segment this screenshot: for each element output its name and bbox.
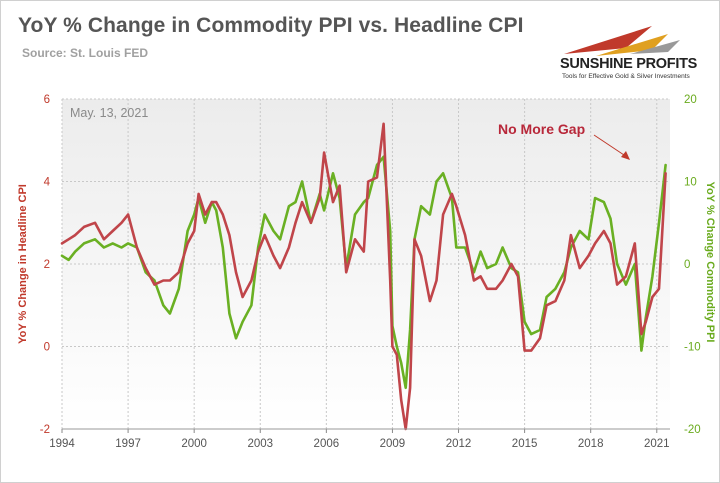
x-tick-label: 2000	[181, 438, 207, 450]
y-right-tick-label: 20	[684, 94, 697, 106]
y-left-tick-label: 0	[44, 342, 50, 354]
series-layer	[60, 122, 667, 431]
y-axis-right-label: YoY % Change Commodity PPI	[704, 182, 716, 343]
x-tick-label: 2018	[578, 438, 604, 450]
y-left-tick-label: -2	[40, 424, 50, 436]
x-tick-label: 2003	[247, 438, 273, 450]
logo-tagline: Tools for Effective Gold & Silver Invest…	[562, 73, 690, 80]
x-tick-label: 1994	[49, 438, 75, 450]
y-left-tick-label: 4	[44, 177, 51, 189]
date-label: May. 13, 2021	[70, 106, 148, 120]
sunshine-profits-logo-icon	[564, 26, 680, 56]
x-tick-label: 2009	[380, 438, 406, 450]
y-right-tick-label: 0	[684, 259, 690, 271]
series-line-cpi	[60, 122, 667, 431]
y-right-tick-label: -10	[684, 342, 701, 354]
chart-title: YoY % Change in Commodity PPI vs. Headli…	[18, 14, 524, 37]
chart-source: Source: St. Louis FED	[22, 46, 149, 60]
y-left-tick-label: 6	[44, 94, 50, 106]
x-tick-label: 2006	[314, 438, 340, 450]
y-axis-left-label: YoY % Change in Headline CPI	[17, 184, 29, 344]
y-left-tick-label: 2	[44, 259, 50, 271]
annotation-no-more-gap: No More Gap	[498, 121, 585, 137]
x-tick-label: 2012	[446, 438, 472, 450]
x-tick-label: 2021	[644, 438, 670, 450]
x-tick-label: 1997	[115, 438, 141, 450]
y-right-tick-label: 10	[684, 177, 697, 189]
x-tick-label: 2015	[512, 438, 538, 450]
y-right-tick-label: -20	[684, 424, 701, 436]
annotation-arrow	[593, 134, 630, 160]
logo-name: SUNSHINE PROFITS	[560, 56, 697, 72]
